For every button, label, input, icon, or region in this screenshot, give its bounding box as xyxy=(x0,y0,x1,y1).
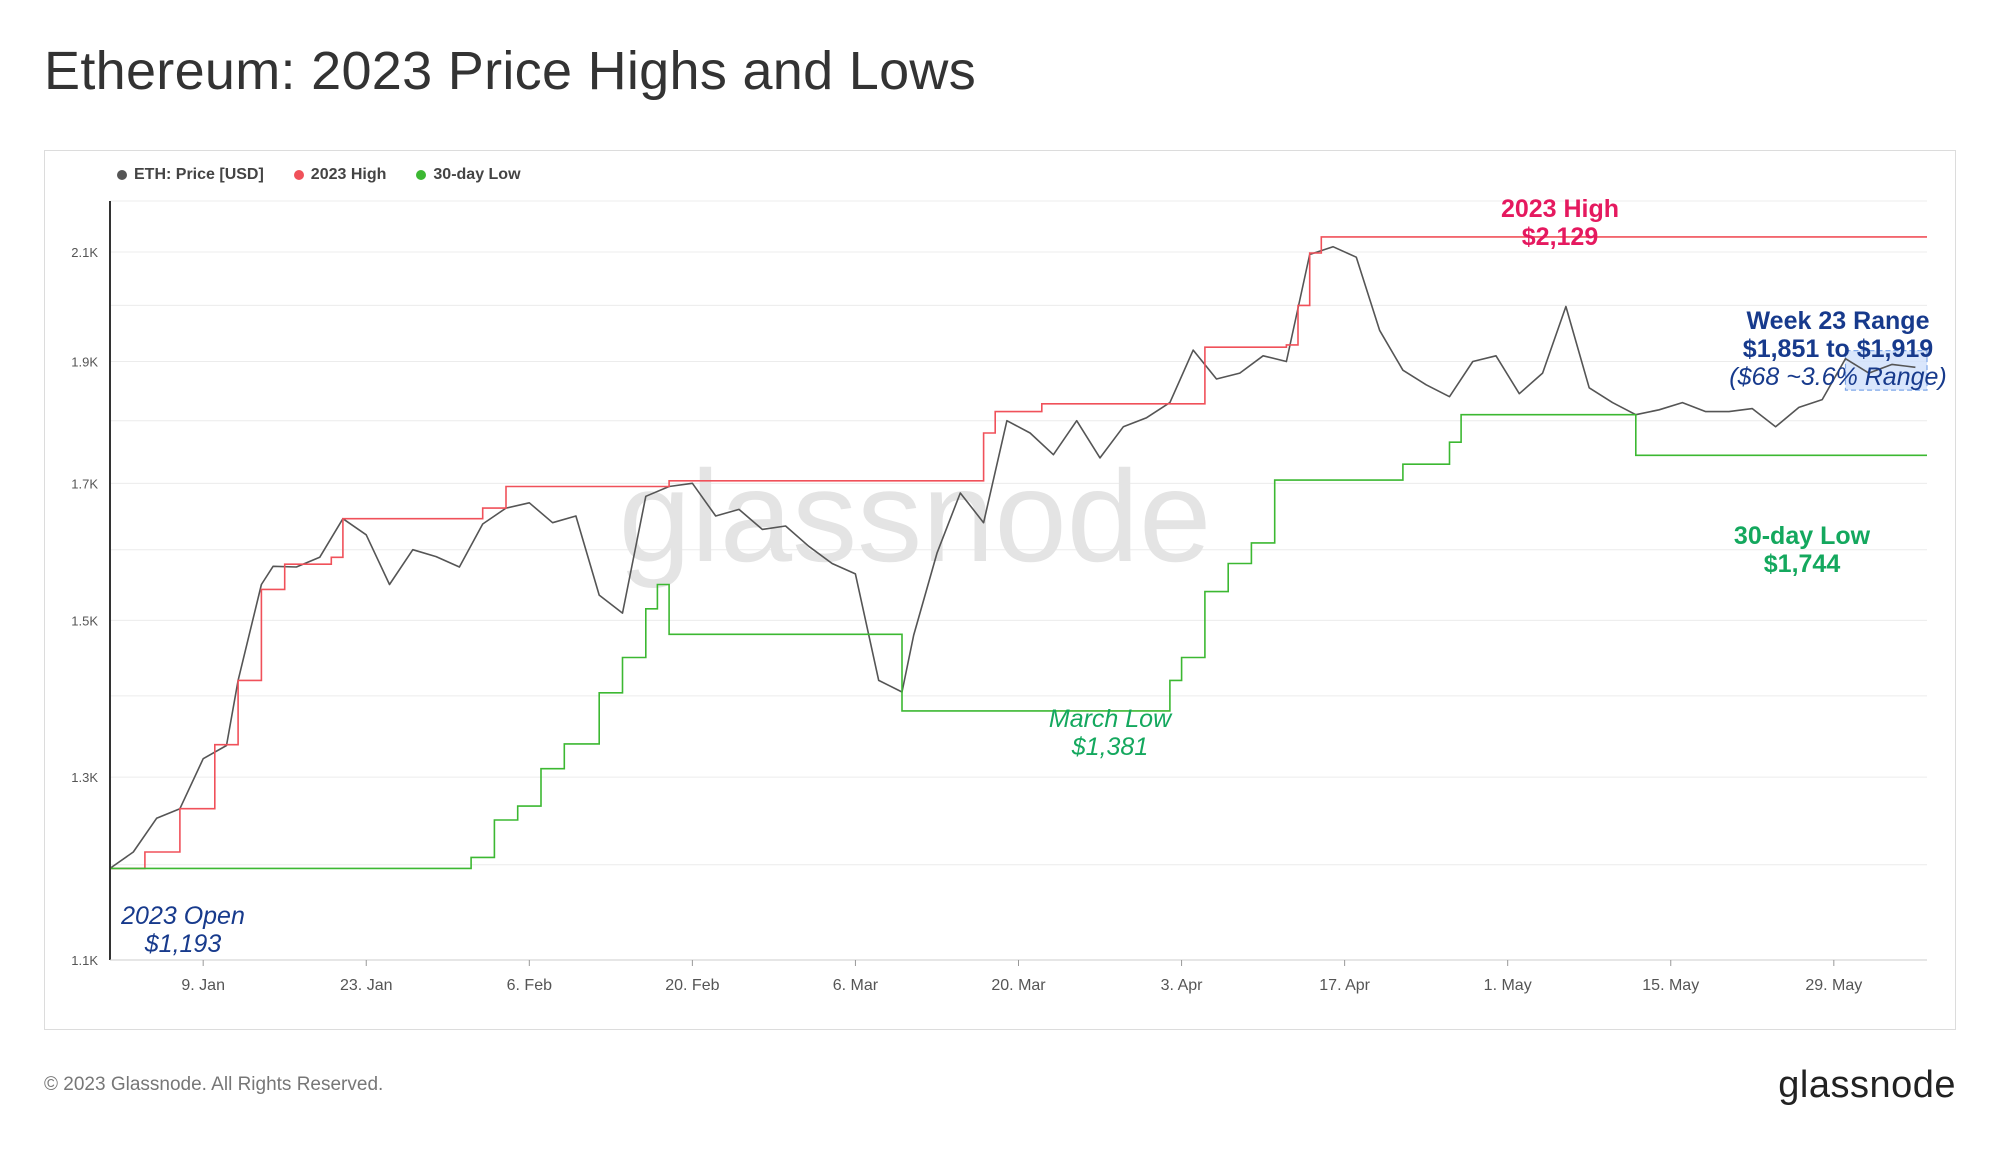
x-tick-label: 23. Jan xyxy=(340,977,392,994)
annotation-open-title: 2023 Open xyxy=(121,902,245,930)
x-tick-label: 20. Feb xyxy=(665,977,719,994)
y-tick-label: 1.7K xyxy=(71,476,98,491)
annotation-low30-title: 30-day Low xyxy=(1733,522,1871,550)
y-tick-label: 1.5K xyxy=(71,613,98,628)
legend-item-low[interactable]: 30-day Low xyxy=(416,166,521,184)
annotation-week-title: Week 23 Range xyxy=(1746,307,1930,335)
y-tick-label: 1.1K xyxy=(71,953,98,968)
x-tick-label: 1. May xyxy=(1484,977,1532,994)
annotation-low30-value: $1,744 xyxy=(1763,550,1841,578)
annotation-high-title: 2023 High xyxy=(1500,195,1620,223)
x-tick-label: 15. May xyxy=(1642,977,1699,994)
chart-card: ETH: Price [USD] 2023 High 30-day Low gl… xyxy=(44,150,1956,1030)
x-tick-label: 17. Apr xyxy=(1319,977,1370,994)
annotation-march-title: March Low xyxy=(1048,705,1172,733)
legend-item-high[interactable]: 2023 High xyxy=(293,166,387,184)
series-line-2023-high xyxy=(110,236,1927,870)
x-tick-label: 29. May xyxy=(1805,977,1862,994)
page-title: Ethereum: 2023 Price Highs and Lows xyxy=(44,41,977,101)
annotation-week-values: $1,851 to $1,919 xyxy=(1742,335,1934,363)
x-tick-label: 6. Feb xyxy=(507,977,552,994)
legend-label-price: ETH: Price [USD] xyxy=(134,166,264,183)
y-tick-label: 1.9K xyxy=(71,355,98,370)
glassnode-logo: glassnode xyxy=(1778,1064,1956,1106)
legend-dot-price xyxy=(117,170,127,180)
x-tick-label: 20. Mar xyxy=(991,977,1046,994)
annotation-week-pct: ($68 ~3.6% Range) xyxy=(1729,363,1947,391)
watermark: glassnode xyxy=(619,443,1212,589)
copyright-footer: © 2023 Glassnode. All Rights Reserved. xyxy=(44,1074,384,1095)
series-line-30-day-low xyxy=(110,413,1927,870)
legend-item-price[interactable]: ETH: Price [USD] xyxy=(117,166,264,184)
annotation-march-value: $1,381 xyxy=(1071,733,1149,761)
chart-plot: glassnode 1.1K 1.3K 1.5K 1.7K 1.9K 2.1K 9. Jan… xyxy=(71,200,1928,994)
annotation-high-value: $2,129 xyxy=(1521,223,1599,251)
x-tick-label: 6. Mar xyxy=(833,977,879,994)
week-23-range-box xyxy=(1844,350,1928,391)
legend-dot-low xyxy=(416,170,427,180)
chart-legend: ETH: Price [USD] 2023 High 30-day Low xyxy=(117,166,521,184)
annotation-open-value: $1,193 xyxy=(144,930,222,958)
legend-dot-high xyxy=(293,170,304,180)
series-line-price xyxy=(109,245,1916,870)
legend-label-high: 2023 High xyxy=(310,166,387,183)
x-tick-label: 3. Apr xyxy=(1161,977,1203,994)
y-tick-label: 1.3K xyxy=(71,770,98,785)
y-tick-label: 2.1K xyxy=(71,245,98,260)
x-tick-label: 9. Jan xyxy=(181,977,225,994)
legend-label-low: 30-day Low xyxy=(433,166,521,183)
